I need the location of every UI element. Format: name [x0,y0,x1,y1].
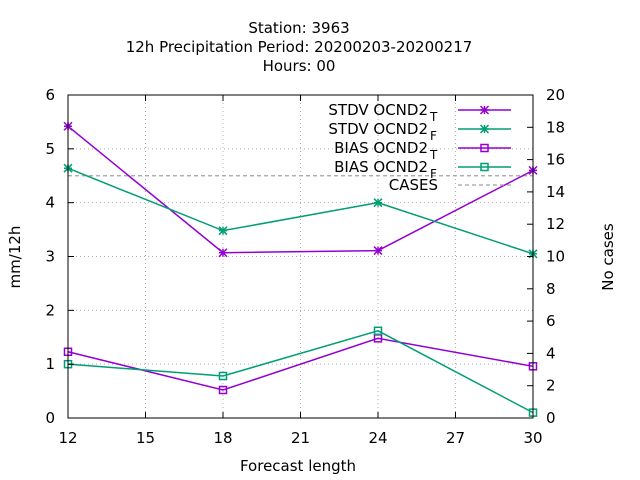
y2-tick-label: 2 [546,377,556,395]
y2-tick-label: 20 [546,86,565,104]
x-star-marker [479,105,490,115]
square-marker [373,326,383,336]
y-tick-label: 5 [45,140,55,158]
x-star-marker [218,226,228,236]
square-marker [480,143,489,153]
y-tick-label: 1 [45,355,55,373]
legend-label: STDV OCND2 [328,120,428,138]
y-tick-label: 2 [45,301,55,319]
x-tick-label: 21 [291,429,310,447]
legend-entry: BIAS OCND2 F [334,158,511,181]
y2-tick-label: 10 [546,248,565,266]
y2-tick-label: 4 [546,344,556,362]
legend-label: STDV OCND2 [328,101,428,119]
legend-entry: BIAS OCND2 T [334,139,511,162]
x-tick-label: 15 [136,429,155,447]
series-line [67,125,534,254]
series-line [67,337,534,391]
y2-tick-label: 12 [546,215,565,233]
y-axis: 0 1 2 3 4 5 6 [45,86,74,427]
y2-tick-label: 16 [546,151,565,169]
title-line-hours: Hours: 00 [263,57,336,75]
y2-tick-label: 8 [546,280,556,298]
x-axis-label: Forecast length [240,457,356,475]
title-line-station: Station: 3963 [248,19,349,37]
y2-tick-label: 0 [546,409,556,427]
legend-label: CASES [389,176,438,194]
legend-subscript: F [430,167,437,181]
y2-tick-label: 6 [546,312,556,330]
x-tick-label: 27 [446,429,465,447]
y-tick-label: 6 [45,86,55,104]
y2-axis: 0 2 4 6 8 10 12 14 16 18 20 [527,86,565,427]
chart-title: Station: 3963 12h Precipitation Period: … [126,19,473,75]
x-tick-label: 30 [523,429,542,447]
x-star-marker [373,246,383,256]
square-marker [480,162,489,172]
legend-entry: CASES [389,176,511,194]
y2-tick-label: 14 [546,183,565,201]
x-tick-label: 24 [368,429,387,447]
square-marker [218,385,228,395]
title-line-period: 12h Precipitation Period: 20200203-20200… [126,38,473,56]
legend-entry: STDV OCND2 F [328,120,511,143]
x-tick-label: 18 [213,429,232,447]
y2-tick-label: 18 [546,118,565,136]
x-axis: 12 15 18 21 24 27 30 [58,95,543,447]
x-star-marker [479,124,490,134]
legend-subscript: F [430,129,437,143]
x-star-marker [218,248,228,258]
y-tick-label: 3 [45,248,55,266]
series-line [67,167,534,255]
legend-label: BIAS OCND2 [334,139,428,157]
y-tick-label: 4 [45,194,55,212]
y-axis-label: mm/12h [6,226,24,289]
legend-subscript: T [429,110,438,124]
y2-axis-label: No cases [599,223,617,291]
legend-entry: STDV OCND2 T [328,101,511,124]
series-0 [63,121,538,258]
legend-subscript: T [429,148,438,162]
square-marker [218,371,228,381]
y-tick-label: 0 [45,409,55,427]
series-line [67,329,534,414]
legend-label: BIAS OCND2 [334,158,428,176]
x-tick-label: 12 [58,429,77,447]
x-star-marker [373,198,383,208]
